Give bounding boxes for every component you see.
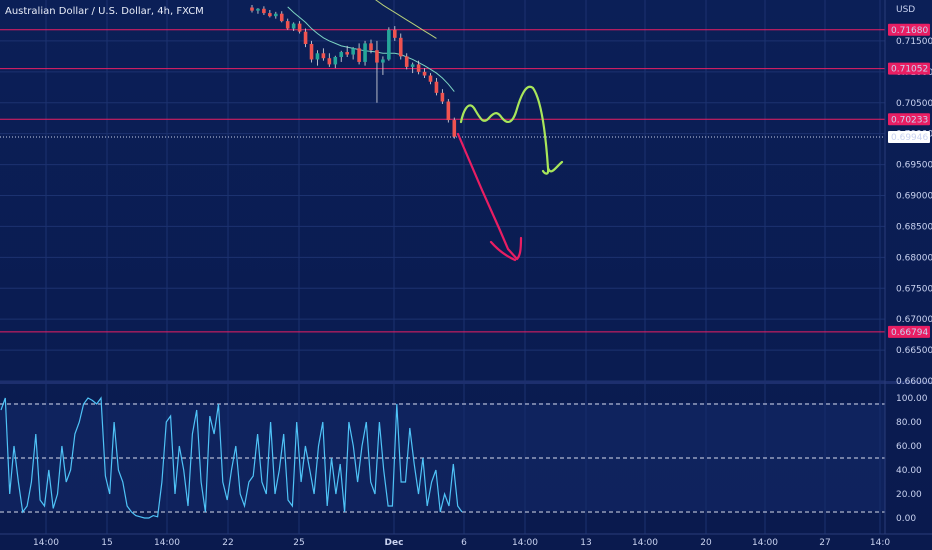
candle-body bbox=[262, 8, 266, 14]
candle-body bbox=[369, 43, 373, 51]
candle-body bbox=[404, 56, 409, 67]
level-price-badge bbox=[888, 62, 930, 75]
time-tick-label: 6 bbox=[461, 538, 467, 548]
candle-body bbox=[309, 44, 314, 60]
level-price-label: 0.71680 bbox=[891, 26, 928, 36]
oscillator-tick-label: 60.00 bbox=[896, 442, 922, 452]
candle-body bbox=[357, 48, 361, 62]
time-tick-label: 25 bbox=[293, 538, 304, 548]
price-tick-label: 0.68000 bbox=[896, 253, 932, 263]
level-price-label: 0.70233 bbox=[891, 115, 928, 125]
candle-body bbox=[381, 59, 385, 63]
level-price-label: 0.71052 bbox=[891, 65, 928, 75]
oscillator-line bbox=[0, 396, 463, 519]
candle-body bbox=[285, 21, 290, 29]
candle-body bbox=[398, 37, 403, 57]
candle-body bbox=[321, 53, 326, 59]
price-tick-label: 0.67500 bbox=[896, 284, 932, 294]
candle-body bbox=[351, 48, 355, 55]
chart-title: Australian Dollar / U.S. Dollar, 4h, FXC… bbox=[5, 6, 204, 17]
time-tick-label: 14:00 bbox=[33, 538, 59, 548]
time-axis[interactable]: 14:00 15 14:00 22 25 Dec 6 14:00 13 14:00 20 14:00 2… bbox=[33, 538, 890, 548]
pink-scenario-arrow bbox=[456, 132, 523, 261]
oscillator-axis[interactable]: 100.00 80.00 60.00 40.00 20.00 0.00 bbox=[896, 394, 928, 524]
price-tick-label: 0.71500 bbox=[896, 37, 932, 47]
candle-body bbox=[422, 71, 427, 76]
horizontal-levels bbox=[0, 29, 885, 333]
current-price-label: 0.69946 bbox=[891, 133, 928, 143]
time-axis-background bbox=[0, 534, 932, 550]
time-tick-label: 14:0 bbox=[870, 538, 890, 548]
time-tick-label: 13 bbox=[580, 538, 591, 548]
candle-body bbox=[375, 50, 379, 63]
time-tick-label: 14:00 bbox=[752, 538, 778, 548]
candle-body bbox=[446, 101, 451, 121]
level-price-label: 0.66794 bbox=[891, 328, 928, 338]
price-tick-label: 0.69000 bbox=[896, 192, 932, 202]
panel-separator[interactable] bbox=[0, 381, 932, 384]
oscillator-tick-label: 80.00 bbox=[896, 418, 922, 428]
current-price-badge bbox=[888, 131, 930, 144]
oscillator-tick-label: 0.00 bbox=[896, 514, 916, 524]
level-price-badge bbox=[888, 325, 930, 338]
candle-body bbox=[363, 43, 367, 62]
price-tick-label: 0.70500 bbox=[896, 99, 932, 109]
time-tick-label: 22 bbox=[222, 538, 233, 548]
candle-body bbox=[279, 13, 284, 22]
candle-body bbox=[256, 8, 260, 11]
oscillator-tick-label: 40.00 bbox=[896, 466, 922, 476]
candles bbox=[250, 5, 457, 139]
level-price-badge bbox=[888, 113, 930, 126]
time-tick-label: 15 bbox=[101, 538, 112, 548]
candle-body bbox=[410, 64, 415, 67]
candle-body bbox=[315, 53, 320, 60]
price-tick-label: 0.68500 bbox=[896, 222, 932, 232]
oscillator-tick-label: 100.00 bbox=[896, 394, 928, 404]
time-tick-label: 14:00 bbox=[154, 538, 180, 548]
price-tick-label: 0.66500 bbox=[896, 346, 932, 356]
candle-body bbox=[250, 7, 254, 11]
candle-body bbox=[393, 29, 397, 38]
candle-body bbox=[303, 31, 308, 45]
candle-body bbox=[440, 92, 445, 102]
candle-body bbox=[416, 64, 421, 72]
pink-arrow-head bbox=[489, 240, 517, 262]
level-price-badge bbox=[888, 23, 930, 36]
oscillator-tick-label: 20.00 bbox=[896, 490, 922, 500]
candle-body bbox=[339, 52, 344, 57]
time-tick-label: 20 bbox=[700, 538, 712, 548]
candle-body bbox=[452, 120, 457, 137]
candle-body bbox=[327, 58, 332, 65]
candle-body bbox=[387, 29, 391, 60]
moving-average-line bbox=[375, 0, 437, 39]
time-tick-label: 14:00 bbox=[512, 538, 538, 548]
price-tick-label: 0.67000 bbox=[896, 315, 932, 325]
candle-body bbox=[268, 13, 272, 17]
candle-body bbox=[345, 52, 349, 55]
candle-body bbox=[291, 23, 296, 29]
price-axis[interactable]: 0.66000 0.66500 0.67000 0.67500 0.68000 0.685… bbox=[888, 23, 932, 387]
price-tick-label: 0.66000 bbox=[896, 377, 932, 387]
candle-body bbox=[297, 23, 302, 32]
price-tick-label: 0.69500 bbox=[896, 161, 932, 171]
oscillator-band bbox=[0, 403, 885, 511]
oscillator-reference-lines bbox=[0, 403, 885, 513]
green-scenario-path bbox=[459, 85, 564, 175]
time-tick-label: 27 bbox=[819, 538, 830, 548]
time-tick-label: 14:00 bbox=[632, 538, 658, 548]
candle-body bbox=[333, 56, 338, 65]
candle-body bbox=[274, 13, 278, 17]
candle-body bbox=[434, 81, 439, 93]
time-tick-label: Dec bbox=[385, 538, 404, 548]
candle-body bbox=[428, 75, 433, 82]
currency-label: USD bbox=[896, 5, 915, 15]
